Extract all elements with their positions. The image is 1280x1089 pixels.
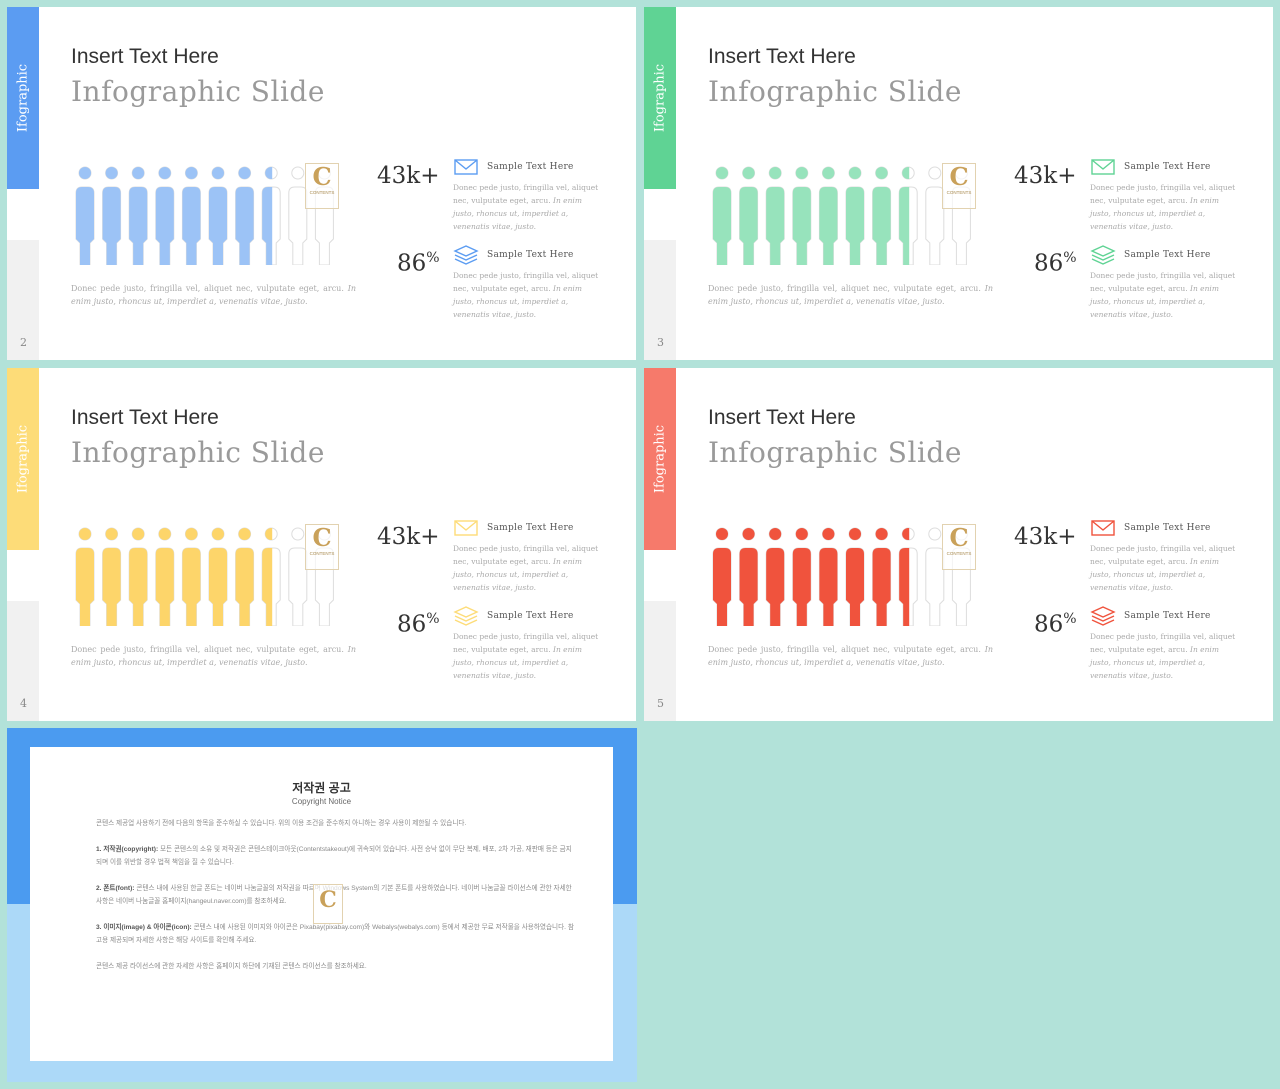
grey-block	[644, 240, 676, 360]
copyright-card: 저작권 공고 Copyright Notice 콘텐스 제공업 사용하기 전에 …	[30, 747, 613, 1061]
filled-figures	[713, 167, 910, 265]
layers-icon	[1090, 606, 1116, 626]
stat-value-2: 86%	[397, 611, 440, 638]
person-figure	[925, 527, 945, 626]
watermark-logo: C CONTENTS	[305, 524, 339, 570]
description-text: Donec pede justo, fringilla vel, aliquet…	[708, 284, 993, 306]
feature-title: Sample Text Here	[487, 523, 574, 533]
person-figure	[925, 166, 945, 265]
layers-icon	[1090, 245, 1116, 265]
description-text: Donec pede justo, fringilla vel, aliquet…	[71, 645, 356, 667]
feature-text: Donec pede justo, fringilla vel, aliquet…	[1090, 271, 1236, 319]
side-label: Ifographic	[15, 63, 31, 133]
filled-figures	[713, 528, 910, 626]
people-infographic	[712, 527, 971, 626]
copyright-slide[interactable]: 저작권 공고 Copyright Notice 콘텐스 제공업 사용하기 전에 …	[7, 728, 637, 1082]
layers-icon	[453, 245, 479, 265]
stat-value-2: 86%	[1034, 250, 1077, 277]
slide-title: Insert Text Here	[708, 45, 856, 68]
slide-subtitle: Infographic Slide	[708, 436, 962, 469]
slide-number: 4	[20, 697, 27, 710]
description-text: Donec pede justo, fringilla vel, aliquet…	[708, 645, 993, 667]
watermark-logo: C	[313, 884, 343, 924]
people-infographic	[75, 527, 334, 626]
people-infographic	[712, 166, 971, 265]
slide-subtitle: Infographic Slide	[71, 436, 325, 469]
stat-value-1: 43k+	[1014, 524, 1077, 550]
slide-subtitle: Infographic Slide	[71, 75, 325, 108]
mail-icon	[1091, 159, 1115, 175]
feature-title: Sample Text Here	[1124, 162, 1211, 172]
stat-value-1: 43k+	[377, 163, 440, 189]
description-text: Donec pede justo, fringilla vel, aliquet…	[71, 284, 356, 306]
accent-bar: Ifographic	[7, 7, 39, 189]
accent-bar: Ifographic	[7, 368, 39, 550]
feature-item: Sample Text Here Donec pede justo, fring…	[1090, 157, 1240, 233]
feature-item: Sample Text Here Donec pede justo, fring…	[453, 245, 603, 321]
slide-number: 2	[20, 336, 27, 349]
feature-text: Donec pede justo, fringilla vel, aliquet…	[453, 183, 599, 231]
watermark-logo: C CONTENTS	[942, 524, 976, 570]
feature-text: Donec pede justo, fringilla vel, aliquet…	[453, 632, 599, 680]
feature-text: Donec pede justo, fringilla vel, aliquet…	[1090, 183, 1236, 231]
feature-title: Sample Text Here	[487, 611, 574, 621]
slide-thumbnail[interactable]: Ifographic 2 Insert Text Here Infographi…	[7, 7, 636, 360]
slide-thumbnail[interactable]: Ifographic 3 Insert Text Here Infographi…	[644, 7, 1273, 360]
feature-title: Sample Text Here	[1124, 250, 1211, 260]
slide-title: Insert Text Here	[708, 406, 856, 429]
feature-item: Sample Text Here Donec pede justo, fring…	[453, 606, 603, 682]
watermark-logo: C CONTENTS	[305, 163, 339, 209]
people-infographic	[75, 166, 334, 265]
feature-item: Sample Text Here Donec pede justo, fring…	[1090, 606, 1240, 682]
side-label: Ifographic	[652, 424, 668, 494]
stat-value-2: 86%	[397, 250, 440, 277]
watermark-logo: C CONTENTS	[942, 163, 976, 209]
grey-block	[7, 601, 39, 721]
slide-title: Insert Text Here	[71, 45, 219, 68]
mail-icon	[454, 520, 478, 536]
slide-number: 5	[657, 697, 664, 710]
stat-value-1: 43k+	[1014, 163, 1077, 189]
slide-thumbnail[interactable]: Ifographic 5 Insert Text Here Infographi…	[644, 368, 1273, 721]
layers-icon	[453, 606, 479, 626]
side-label: Ifographic	[652, 63, 668, 133]
mail-icon	[454, 159, 478, 175]
feature-text: Donec pede justo, fringilla vel, aliquet…	[453, 271, 599, 319]
feature-title: Sample Text Here	[487, 162, 574, 172]
slide-title: Insert Text Here	[71, 406, 219, 429]
grey-block	[644, 601, 676, 721]
grey-block	[7, 240, 39, 360]
feature-text: Donec pede justo, fringilla vel, aliquet…	[453, 544, 599, 592]
feature-item: Sample Text Here Donec pede justo, fring…	[453, 157, 603, 233]
person-figure	[288, 166, 308, 265]
filled-figures	[76, 528, 273, 626]
side-label: Ifographic	[15, 424, 31, 494]
feature-item: Sample Text Here Donec pede justo, fring…	[1090, 245, 1240, 321]
stat-value-1: 43k+	[377, 524, 440, 550]
feature-item: Sample Text Here Donec pede justo, fring…	[453, 518, 603, 594]
mail-icon	[1091, 520, 1115, 536]
slide-thumbnail[interactable]: Ifographic 4 Insert Text Here Infographi…	[7, 368, 636, 721]
copyright-title: 저작권 공고	[292, 781, 351, 795]
copyright-subtitle: Copyright Notice	[291, 797, 352, 806]
feature-title: Sample Text Here	[487, 250, 574, 260]
slide-number: 3	[657, 336, 664, 349]
accent-bar: Ifographic	[644, 368, 676, 550]
feature-text: Donec pede justo, fringilla vel, aliquet…	[1090, 544, 1236, 592]
person-figure	[288, 527, 308, 626]
feature-text: Donec pede justo, fringilla vel, aliquet…	[1090, 632, 1236, 680]
feature-item: Sample Text Here Donec pede justo, fring…	[1090, 518, 1240, 594]
accent-bar: Ifographic	[644, 7, 676, 189]
copyright-body: 콘텐스 제공업 사용하기 전에 다음의 항목을 준수하실 수 있습니다. 위의 …	[96, 820, 574, 970]
feature-title: Sample Text Here	[1124, 611, 1211, 621]
slide-subtitle: Infographic Slide	[708, 75, 962, 108]
feature-title: Sample Text Here	[1124, 523, 1211, 533]
stat-value-2: 86%	[1034, 611, 1077, 638]
filled-figures	[76, 167, 273, 265]
